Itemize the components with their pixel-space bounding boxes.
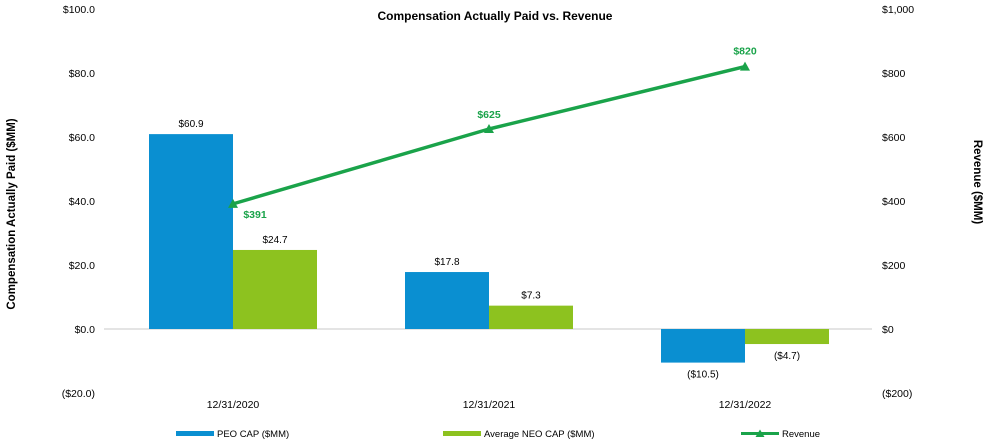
left-tick-label: ($20.0) — [62, 388, 95, 400]
revenue-line — [232, 64, 746, 206]
left-tick-label: $80.0 — [69, 68, 95, 80]
legend-swatch-neo — [443, 431, 481, 436]
left-axis-title: Compensation Actually Paid ($MM) — [6, 118, 18, 309]
left-tick-label: $40.0 — [69, 196, 95, 208]
revenue-value-label: $625 — [477, 109, 501, 121]
right-axis-title: Revenue ($MM) — [971, 140, 983, 225]
peo-cap-bar — [149, 134, 233, 329]
peo-cap-value-label: $60.9 — [178, 119, 203, 130]
right-tick-label: $400 — [882, 196, 906, 208]
legend-label-neo: Average NEO CAP ($MM) — [484, 429, 595, 440]
right-tick-label: $0 — [882, 324, 894, 336]
bar-data-labels: $60.9 $17.8 ($10.5) $24.7 $7.3 ($4.7) — [178, 119, 800, 380]
x-tick-label: 12/31/2020 — [207, 399, 260, 411]
revenue-marker — [484, 124, 494, 133]
bar-series — [149, 134, 829, 363]
peo-cap-value-label: ($10.5) — [687, 370, 719, 381]
neo-cap-value-label: ($4.7) — [774, 351, 800, 362]
right-tick-label: $200 — [882, 260, 906, 272]
neo-cap-value-label: $7.3 — [521, 291, 541, 302]
right-axis-ticks: $1,000 $800 $600 $400 $200 $0 ($200) — [882, 4, 914, 400]
right-tick-label: ($200) — [882, 388, 912, 400]
x-tick-label: 12/31/2021 — [463, 399, 516, 411]
neo-cap-bar — [233, 249, 317, 329]
revenue-marker — [740, 61, 750, 71]
left-tick-label: $20.0 — [69, 260, 95, 272]
legend-swatch-peo — [176, 431, 214, 436]
right-tick-label: $1,000 — [882, 4, 914, 16]
right-tick-label: $800 — [882, 68, 906, 80]
left-tick-label: $100.0 — [63, 4, 95, 16]
revenue-value-label: $391 — [243, 209, 267, 221]
legend-label-peo: PEO CAP ($MM) — [217, 429, 289, 440]
neo-cap-bar — [489, 305, 573, 329]
peo-cap-bar — [661, 329, 745, 363]
peo-cap-value-label: $17.8 — [434, 257, 459, 268]
right-tick-label: $600 — [882, 132, 906, 144]
x-axis-ticks: 12/31/2020 12/31/2021 12/31/2022 — [207, 399, 772, 411]
x-tick-label: 12/31/2022 — [719, 399, 772, 411]
chart-title: Compensation Actually Paid vs. Revenue — [378, 9, 613, 23]
neo-cap-bar — [745, 329, 829, 345]
left-axis-ticks: $100.0 $80.0 $60.0 $40.0 $20.0 $0.0 ($20.0) — [62, 4, 95, 400]
left-tick-label: $0.0 — [75, 324, 96, 336]
revenue-value-label: $820 — [733, 46, 757, 58]
legend-label-revenue: Revenue — [782, 429, 820, 440]
peo-cap-bar — [405, 272, 489, 329]
left-tick-label: $60.0 — [69, 132, 95, 144]
legend: PEO CAP ($MM) Average NEO CAP ($MM) Reve… — [176, 429, 820, 440]
revenue-series: $391 $625 $820 — [228, 46, 757, 221]
revenue-marker — [228, 198, 238, 208]
legend-marker-revenue — [755, 429, 765, 437]
neo-cap-value-label: $24.7 — [262, 235, 287, 246]
